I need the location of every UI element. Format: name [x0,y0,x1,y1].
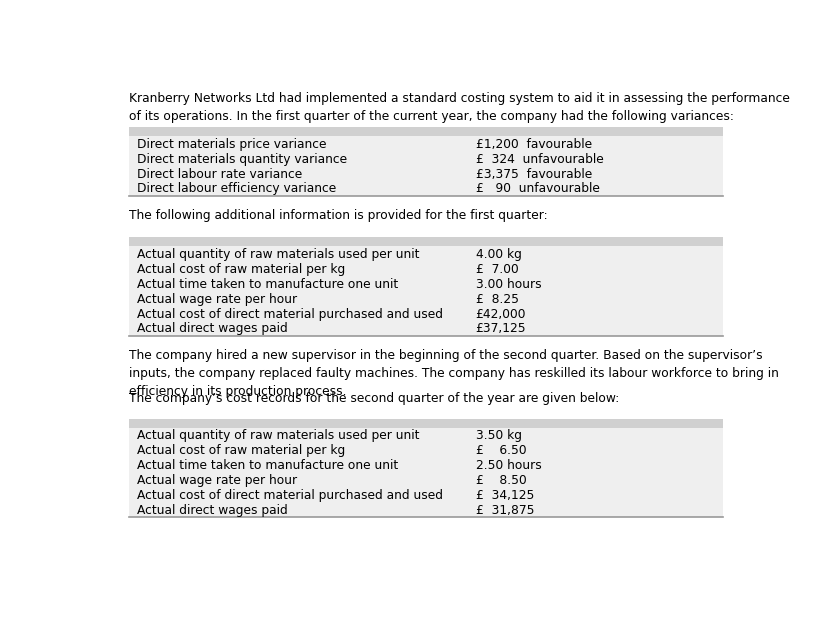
Bar [129,127,722,136]
Text: The company hired a new supervisor in the beginning of the second quarter. Based: The company hired a new supervisor in th… [129,349,778,398]
Text: 2.50 hours: 2.50 hours [475,459,541,472]
Bar [129,246,722,336]
Bar [129,237,722,246]
Text: Actual cost of direct material purchased and used: Actual cost of direct material purchased… [136,307,442,321]
Text: The company’s cost records for the second quarter of the year are given below:: The company’s cost records for the secon… [129,392,619,405]
Bar [129,428,722,517]
Text: Actual cost of raw material per kg: Actual cost of raw material per kg [136,444,345,457]
Text: Actual wage rate per hour: Actual wage rate per hour [136,474,297,487]
Text: 3.50 kg: 3.50 kg [475,429,521,443]
Text: £37,125: £37,125 [475,323,526,335]
Text: Direct materials quantity variance: Direct materials quantity variance [136,152,347,166]
Text: Actual wage rate per hour: Actual wage rate per hour [136,293,297,305]
Text: £  31,875: £ 31,875 [475,504,533,517]
Text: Actual direct wages paid: Actual direct wages paid [136,323,287,335]
Text: £  8.25: £ 8.25 [475,293,518,305]
Text: Actual time taken to manufacture one unit: Actual time taken to manufacture one uni… [136,277,398,291]
Text: £  7.00: £ 7.00 [475,263,518,276]
Text: £  34,125: £ 34,125 [475,489,533,502]
Text: Direct labour efficiency variance: Direct labour efficiency variance [136,182,336,196]
Text: Direct labour rate variance: Direct labour rate variance [136,168,302,180]
Text: Actual direct wages paid: Actual direct wages paid [136,504,287,517]
Text: £  324  unfavourable: £ 324 unfavourable [475,152,603,166]
Bar [129,136,722,196]
Text: 3.00 hours: 3.00 hours [475,277,541,291]
Text: Kranberry Networks Ltd had implemented a standard costing system to aid it in as: Kranberry Networks Ltd had implemented a… [129,92,789,123]
Text: The following additional information is provided for the first quarter:: The following additional information is … [129,209,547,222]
Text: £    6.50: £ 6.50 [475,444,526,457]
Text: Actual time taken to manufacture one unit: Actual time taken to manufacture one uni… [136,459,398,472]
Text: Actual cost of direct material purchased and used: Actual cost of direct material purchased… [136,489,442,502]
Text: £    8.50: £ 8.50 [475,474,526,487]
Text: Actual quantity of raw materials used per unit: Actual quantity of raw materials used pe… [136,248,418,261]
Text: Actual cost of raw material per kg: Actual cost of raw material per kg [136,263,345,276]
Text: £1,200  favourable: £1,200 favourable [475,138,591,150]
Text: £3,375  favourable: £3,375 favourable [475,168,591,180]
Text: Direct materials price variance: Direct materials price variance [136,138,326,150]
Text: 4.00 kg: 4.00 kg [475,248,521,261]
Bar [129,418,722,428]
Text: Actual quantity of raw materials used per unit: Actual quantity of raw materials used pe… [136,429,418,443]
Text: £   90  unfavourable: £ 90 unfavourable [475,182,599,196]
Text: £42,000: £42,000 [475,307,525,321]
